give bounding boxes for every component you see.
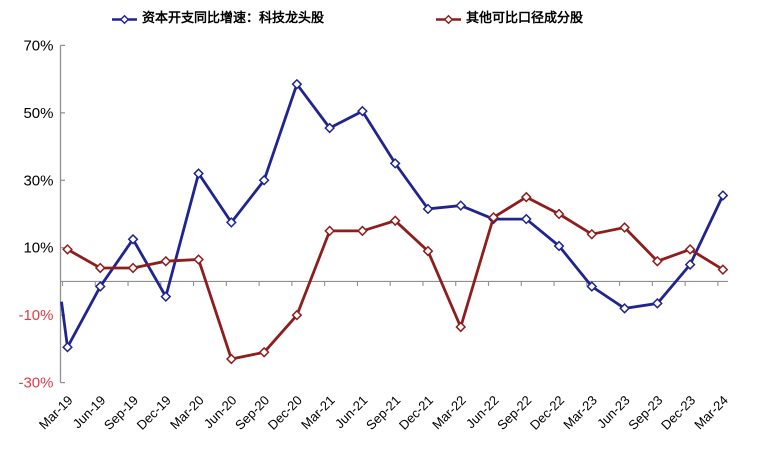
data-point-marker [684,259,696,270]
data-point-marker [324,122,336,134]
x-axis-label: Mar-21 [298,393,338,433]
data-point-marker [357,105,368,117]
data-point-marker [291,78,303,90]
x-axis-label: Jun-22 [463,393,502,432]
data-point-marker [619,303,630,314]
data-point-marker [357,225,368,237]
series-line-0 [60,81,725,352]
data-point-marker [291,309,303,321]
data-point-marker [553,240,565,252]
data-point-marker [586,281,598,292]
data-point-marker [324,225,336,237]
data-point-marker [389,215,401,227]
x-axis-label: Mar-23 [560,393,600,433]
data-point-marker [160,291,172,302]
legend-line-diamond-icon [436,13,461,24]
legend-label-tech-leaders: 资本开支同比增速：科技龙头股 [142,10,325,25]
data-point-marker [651,297,663,309]
data-point-marker [684,244,696,255]
data-point-marker [62,341,73,353]
x-axis-label: Sep-20 [232,393,272,433]
data-point-marker [389,158,401,169]
data-point-marker [193,254,204,265]
data-point-marker [586,228,598,240]
x-axis-label: Sep-22 [494,393,534,433]
data-point-marker [193,168,204,179]
y-axis-label: -10% [18,307,53,324]
data-point-marker [94,281,106,292]
x-axis-label: Jun-19 [70,393,109,432]
x-axis-label: Mar-22 [429,393,469,433]
data-point-marker [258,174,270,186]
x-axis-label: Mar-19 [36,393,76,433]
x-axis-label: Sep-23 [625,393,665,433]
data-point-marker [520,191,532,203]
data-point-marker [619,222,630,233]
y-axis-label: 30% [23,172,53,189]
x-axis-label: Mar-24 [691,393,731,433]
legend-item-tech-leaders: 资本开支同比增速：科技龙头股 [112,10,324,26]
data-point-marker [455,200,467,211]
x-axis-label: Dec-23 [658,393,698,433]
x-axis-label: Sep-19 [101,393,141,433]
data-point-marker [422,245,434,257]
x-axis-label: Jun-20 [201,393,240,432]
x-axis-label: Dec-22 [527,393,567,433]
legend-label-other-constituents: 其他可比口径成分股 [466,10,584,25]
data-point-marker [127,233,139,245]
x-axis-label: Jun-21 [332,393,371,432]
data-point-marker [225,353,237,365]
data-point-marker [94,262,106,274]
data-point-marker [553,208,565,220]
legend-line-diamond-icon [112,13,137,24]
y-axis-label: 70% [23,37,53,54]
data-point-marker [488,212,499,223]
data-point-marker [225,217,237,228]
x-axis-label: Dec-21 [396,393,436,433]
y-axis-label: -30% [18,375,53,392]
legend-item-other-constituents: 其他可比口径成分股 [436,10,583,26]
data-point-marker [455,321,467,333]
data-point-marker [717,264,729,275]
data-point-marker [717,190,729,201]
data-point-marker [520,213,532,225]
data-point-marker [160,255,172,267]
y-axis-label: 10% [23,240,53,257]
data-point-marker [62,244,73,255]
x-axis-label: Dec-19 [134,393,174,433]
x-axis-label: Mar-20 [167,393,207,433]
y-axis-label: 50% [23,105,53,122]
data-point-marker [422,203,434,215]
data-point-marker [258,346,270,358]
data-point-marker [651,255,663,267]
x-axis-label: Sep-21 [363,393,403,433]
data-point-marker [127,262,139,274]
x-axis-label: Jun-23 [594,393,633,432]
x-axis-label: Dec-20 [265,393,305,433]
